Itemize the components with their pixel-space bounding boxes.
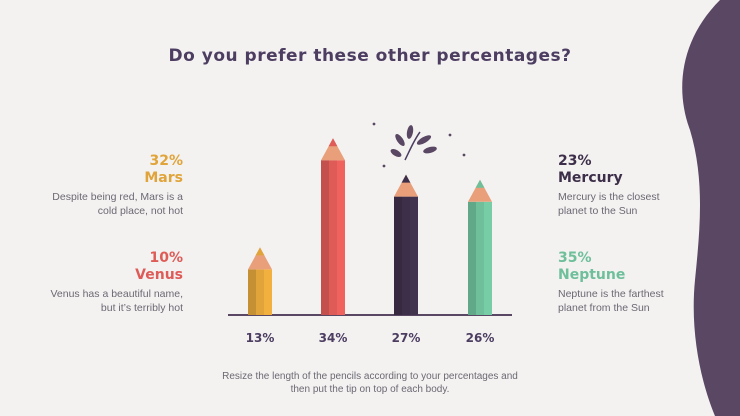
stat-percentage: 23% <box>558 153 592 169</box>
stat-mercury: 23% Mercury Mercury is the closest plane… <box>558 153 708 218</box>
leaf-sprig-icon <box>372 122 466 168</box>
bar-pencil <box>248 247 272 315</box>
bar-pencil <box>321 138 345 315</box>
stat-name: Venus <box>135 267 183 283</box>
bar-value-label: 27% <box>392 331 421 345</box>
stat-percentage: 32% <box>149 153 183 169</box>
stat-name: Mercury <box>558 170 623 186</box>
stat-name: Mars <box>144 170 183 186</box>
bar-pencil <box>394 174 418 315</box>
page-title: Do you prefer these other percentages? <box>168 46 572 66</box>
stat-percentage: 35% <box>558 250 592 266</box>
stat-percentage: 10% <box>149 250 183 266</box>
stat-name: Neptune <box>558 267 626 283</box>
bar-value-label: 34% <box>319 331 348 345</box>
bar-value-label: 13% <box>246 331 275 345</box>
stat-description: Venus has a beautiful name, but it’s ter… <box>50 288 183 314</box>
stat-mars: 32% Mars Despite being red, Mars is a co… <box>33 153 183 218</box>
bar-pencil <box>468 179 492 315</box>
stat-description: Mercury is the closest planet to the Sun <box>558 191 660 217</box>
stat-venus: 10% Venus Venus has a beautiful name, bu… <box>33 250 183 315</box>
stat-description: Neptune is the farthest planet from the … <box>558 288 664 314</box>
stat-neptune: 35% Neptune Neptune is the farthest plan… <box>558 250 708 315</box>
stat-description: Despite being red, Mars is a cold place,… <box>52 191 183 217</box>
footer-note: Resize the length of the pencils accordi… <box>222 371 518 395</box>
bar-value-label: 26% <box>466 331 495 345</box>
